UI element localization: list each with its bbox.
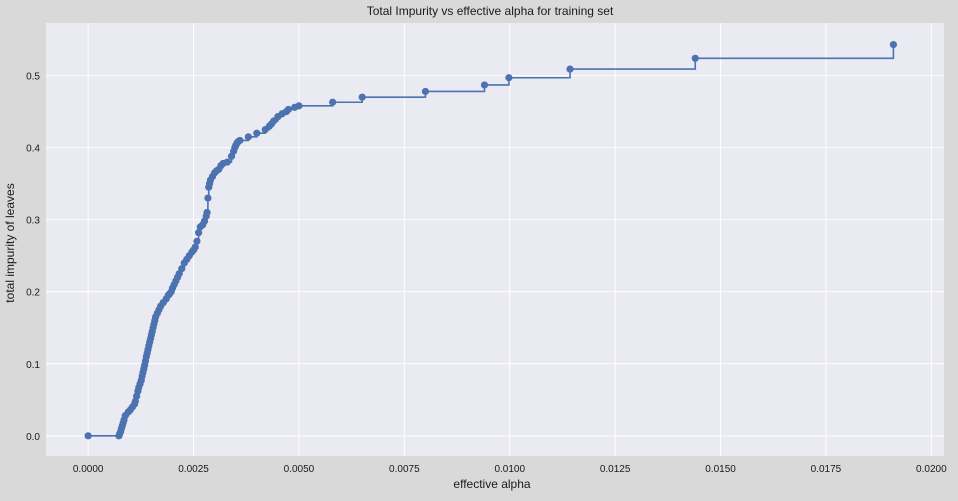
x-axis-ticks: 0.0000 0.0025 0.0050 0.0075 0.0100 0.0125 0.01… bbox=[73, 464, 947, 475]
data-point bbox=[195, 229, 203, 237]
data-point bbox=[691, 54, 699, 62]
data-point bbox=[566, 65, 574, 73]
data-point bbox=[505, 74, 513, 82]
y-tick-label: 0.3 bbox=[26, 216, 40, 227]
series-layer bbox=[84, 41, 898, 440]
data-point bbox=[204, 194, 212, 202]
data-point bbox=[191, 243, 199, 251]
y-tick-label: 0.0 bbox=[26, 432, 40, 443]
grid bbox=[46, 23, 944, 456]
x-tick-label: 0.0075 bbox=[389, 464, 420, 475]
data-point bbox=[84, 432, 92, 440]
x-tick-label: 0.0000 bbox=[73, 464, 104, 475]
data-point bbox=[284, 105, 293, 114]
y-tick-label: 0.5 bbox=[26, 72, 40, 83]
y-tick-label: 0.4 bbox=[26, 144, 40, 155]
chart-title: Total Impurity vs effective alpha for tr… bbox=[367, 4, 614, 18]
data-point bbox=[244, 133, 252, 141]
data-point bbox=[295, 102, 303, 110]
data-point bbox=[193, 237, 201, 245]
x-tick-label: 0.0050 bbox=[284, 464, 315, 475]
x-tick-label: 0.0200 bbox=[916, 464, 947, 475]
x-tick-label: 0.0150 bbox=[705, 464, 736, 475]
data-point bbox=[480, 81, 489, 89]
data-point bbox=[178, 265, 186, 273]
y-axis-ticks: 0.0 0.1 0.2 0.3 0.4 0.5 bbox=[26, 72, 40, 443]
data-point bbox=[203, 208, 211, 217]
data-point bbox=[358, 93, 366, 101]
x-tick-label: 0.0125 bbox=[600, 464, 631, 475]
data-point bbox=[421, 87, 430, 96]
data-point bbox=[329, 98, 337, 106]
plot-area bbox=[46, 23, 944, 456]
data-point bbox=[236, 136, 244, 145]
data-point bbox=[889, 41, 898, 49]
x-tick-label: 0.0025 bbox=[178, 464, 209, 475]
x-tick-label: 0.0175 bbox=[811, 464, 842, 475]
x-tick-label: 0.0100 bbox=[494, 464, 525, 475]
x-axis-label: effective alpha bbox=[453, 477, 530, 491]
y-tick-label: 0.2 bbox=[26, 288, 40, 299]
y-tick-label: 0.1 bbox=[26, 360, 40, 371]
y-axis-label: total impurity of leaves bbox=[3, 183, 17, 302]
data-point bbox=[253, 129, 261, 137]
data-point bbox=[223, 158, 231, 166]
